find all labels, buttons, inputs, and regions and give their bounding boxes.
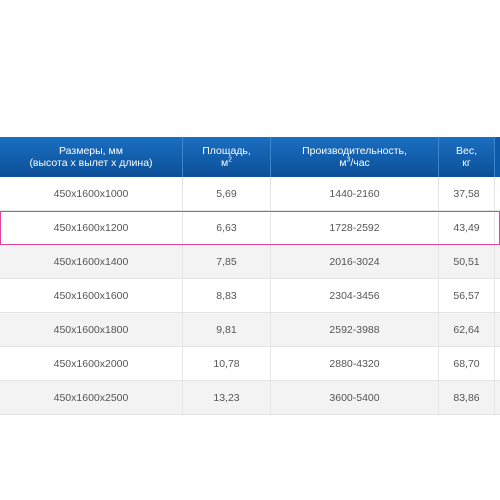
cell-extra xyxy=(495,177,500,210)
table-row: 450x1600x2500 13,23 3600-5400 83,86 xyxy=(0,381,500,415)
header-area-unit: м2 xyxy=(220,156,233,170)
cell-weight: 37,58 xyxy=(439,177,495,210)
header-dimensions-title: Размеры, мм xyxy=(59,145,123,157)
cell-performance: 2016-3024 xyxy=(271,245,439,278)
cell-performance: 3600-5400 xyxy=(271,381,439,414)
header-area-unit-sup: 2 xyxy=(228,156,233,164)
table-row: 450x1600x1400 7,85 2016-3024 50,51 xyxy=(0,245,500,279)
header-weight: Вес, кг xyxy=(439,137,495,177)
cell-size: 450x1600x2000 xyxy=(0,347,183,380)
cell-area: 9,81 xyxy=(183,313,271,346)
specs-table: Размеры, мм (высота х вылет х длина) Пло… xyxy=(0,137,500,415)
header-area-unit-base: м xyxy=(220,157,229,169)
header-performance-unit-sup: 3 xyxy=(346,156,351,164)
cell-performance: 2880-4320 xyxy=(271,347,439,380)
cell-weight: 68,70 xyxy=(439,347,495,380)
cell-size: 450x1600x1800 xyxy=(0,313,183,346)
table-header: Размеры, мм (высота х вылет х длина) Пло… xyxy=(0,137,500,177)
cell-weight: 43,49 xyxy=(439,211,495,244)
header-weight-unit: кг xyxy=(462,157,471,169)
header-area-title: Площадь, xyxy=(202,145,251,157)
cell-extra xyxy=(495,313,500,346)
cell-extra xyxy=(495,211,500,244)
cell-area: 7,85 xyxy=(183,245,271,278)
cell-size: 450x1600x1000 xyxy=(0,177,183,210)
table-row-highlighted: 450x1600x1200 6,63 1728-2592 43,49 xyxy=(0,211,500,245)
header-performance-unit: м3/час xyxy=(339,156,370,170)
cell-extra xyxy=(495,279,500,312)
cell-size: 450x1600x2500 xyxy=(0,381,183,414)
header-dimensions: Размеры, мм (высота х вылет х длина) xyxy=(0,137,183,177)
cell-area: 13,23 xyxy=(183,381,271,414)
cell-area: 8,83 xyxy=(183,279,271,312)
header-extra-column xyxy=(495,137,500,177)
cell-area: 6,63 xyxy=(183,211,271,244)
cell-size: 450x1600x1200 xyxy=(0,211,183,244)
header-performance: Производительность, м3/час xyxy=(271,137,439,177)
table-row: 450x1600x1000 5,69 1440-2160 37,58 xyxy=(0,177,500,211)
cell-size: 450x1600x1600 xyxy=(0,279,183,312)
cell-weight: 62,64 xyxy=(439,313,495,346)
table-row: 450x1600x1800 9,81 2592-3988 62,64 xyxy=(0,313,500,347)
table-row: 450x1600x1600 8,83 2304-3456 56,57 xyxy=(0,279,500,313)
cell-weight: 50,51 xyxy=(439,245,495,278)
cell-size: 450x1600x1400 xyxy=(0,245,183,278)
header-area: Площадь, м2 xyxy=(183,137,271,177)
cell-performance: 2592-3988 xyxy=(271,313,439,346)
cell-performance: 2304-3456 xyxy=(271,279,439,312)
cell-area: 5,69 xyxy=(183,177,271,210)
cell-extra xyxy=(495,381,500,414)
cell-performance: 1728-2592 xyxy=(271,211,439,244)
header-performance-unit-post: /час xyxy=(350,157,370,169)
header-performance-title: Производительность, xyxy=(302,145,407,157)
cell-extra xyxy=(495,245,500,278)
cell-weight: 83,86 xyxy=(439,381,495,414)
header-performance-unit-base: м xyxy=(339,157,347,169)
cell-extra xyxy=(495,347,500,380)
header-weight-title: Вес, xyxy=(455,145,477,157)
header-dimensions-subtitle: (высота х вылет х длина) xyxy=(29,157,153,169)
cell-performance: 1440-2160 xyxy=(271,177,439,210)
table-row: 450x1600x2000 10,78 2880-4320 68,70 xyxy=(0,347,500,381)
cell-weight: 56,57 xyxy=(439,279,495,312)
cell-area: 10,78 xyxy=(183,347,271,380)
